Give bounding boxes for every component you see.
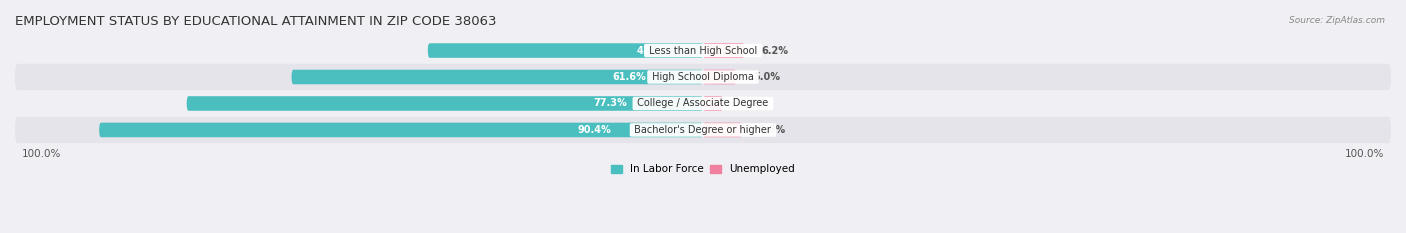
Text: College / Associate Degree: College / Associate Degree (634, 99, 772, 109)
FancyBboxPatch shape (703, 70, 737, 84)
FancyBboxPatch shape (15, 37, 1391, 64)
Text: 6.2%: 6.2% (761, 45, 789, 55)
FancyBboxPatch shape (703, 123, 742, 137)
FancyBboxPatch shape (15, 90, 1391, 117)
FancyBboxPatch shape (703, 96, 723, 111)
Text: Bachelor's Degree or higher: Bachelor's Degree or higher (631, 125, 775, 135)
Text: 77.3%: 77.3% (593, 99, 627, 109)
FancyBboxPatch shape (427, 43, 703, 58)
Text: 90.4%: 90.4% (578, 125, 612, 135)
Text: 100.0%: 100.0% (1346, 149, 1385, 159)
FancyBboxPatch shape (100, 123, 703, 137)
FancyBboxPatch shape (187, 96, 703, 111)
Text: 100.0%: 100.0% (21, 149, 60, 159)
FancyBboxPatch shape (291, 70, 703, 84)
Text: High School Diploma: High School Diploma (650, 72, 756, 82)
Text: 41.2%: 41.2% (637, 45, 671, 55)
FancyBboxPatch shape (703, 43, 744, 58)
FancyBboxPatch shape (15, 117, 1391, 143)
FancyBboxPatch shape (15, 64, 1391, 90)
Text: 3.0%: 3.0% (740, 99, 766, 109)
Text: Source: ZipAtlas.com: Source: ZipAtlas.com (1289, 16, 1385, 25)
Text: 5.0%: 5.0% (754, 72, 780, 82)
Text: Less than High School: Less than High School (645, 45, 761, 55)
Text: EMPLOYMENT STATUS BY EDUCATIONAL ATTAINMENT IN ZIP CODE 38063: EMPLOYMENT STATUS BY EDUCATIONAL ATTAINM… (15, 15, 496, 28)
Legend: In Labor Force, Unemployed: In Labor Force, Unemployed (607, 160, 799, 178)
Text: 61.6%: 61.6% (612, 72, 645, 82)
Text: 5.8%: 5.8% (758, 125, 786, 135)
